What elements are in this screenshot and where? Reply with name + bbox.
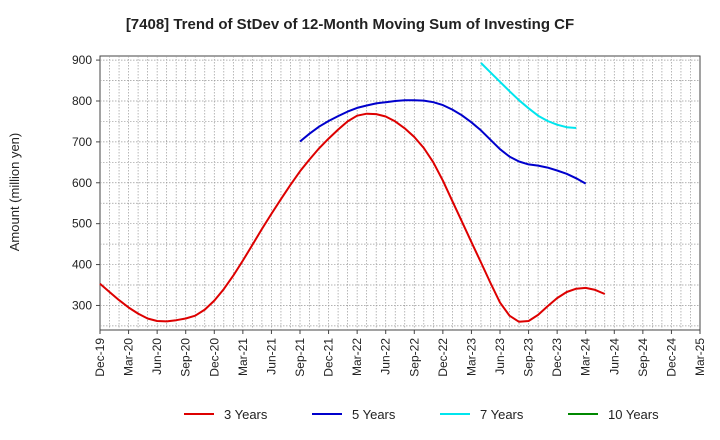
y-tick-label: 600 <box>72 176 92 190</box>
y-tick-label: 500 <box>72 217 92 231</box>
y-tick-label: 800 <box>72 94 92 108</box>
x-tick-label: Sep-24 <box>636 338 650 377</box>
y-tick-label: 900 <box>72 53 92 67</box>
y-axis: 300 400 500 600 700 800 900 <box>72 53 100 312</box>
x-tick-label: Dec-24 <box>664 338 678 377</box>
x-tick-label: Dec-21 <box>322 338 336 377</box>
y-tick-label: 300 <box>72 298 92 312</box>
series-line-1 <box>99 112 606 323</box>
x-axis: Dec-19 Mar-20 Jun-20 Sep-20 Dec-20 Mar-21 Jun-… <box>93 330 707 377</box>
legend-label: 7 Years <box>480 407 524 422</box>
legend-label: 5 Years <box>352 407 396 422</box>
x-tick-label: Sep-21 <box>293 338 307 377</box>
series-line-2 <box>299 99 587 185</box>
x-tick-label: Jun-22 <box>379 338 393 375</box>
y-tick-label: 400 <box>72 258 92 272</box>
x-tick-label: Mar-22 <box>350 338 364 376</box>
x-tick-label: Jun-23 <box>493 338 507 375</box>
x-tick-label: Mar-24 <box>579 338 593 376</box>
x-tick-label: Sep-23 <box>522 338 536 377</box>
x-tick-label: Sep-20 <box>179 338 193 377</box>
chart-title: [7408] Trend of StDev of 12-Month Moving… <box>126 16 574 33</box>
x-tick-label: Dec-23 <box>550 338 564 377</box>
x-tick-label: Jun-20 <box>150 338 164 375</box>
x-tick-label: Jun-24 <box>607 338 621 375</box>
x-tick-label: Dec-19 <box>93 338 107 377</box>
x-tick-label: Sep-22 <box>407 338 421 377</box>
legend-label: 10 Years <box>608 407 659 422</box>
x-tick-label: Mar-23 <box>464 338 478 376</box>
x-tick-label: Mar-25 <box>693 338 707 376</box>
x-tick-label: Dec-20 <box>207 338 221 377</box>
x-tick-label: Dec-22 <box>436 338 450 377</box>
legend: 3 Years 5 Years 7 Years 10 Years <box>184 407 659 422</box>
y-tick-label: 700 <box>72 135 92 149</box>
x-tick-label: Mar-21 <box>236 338 250 376</box>
x-tick-label: Mar-20 <box>122 338 136 376</box>
y-axis-label: Amount (million yen) <box>7 133 22 252</box>
series-lines <box>99 62 606 323</box>
plot-area <box>99 55 701 331</box>
legend-label: 3 Years <box>224 407 268 422</box>
x-tick-label: Jun-21 <box>264 338 278 375</box>
series-line-3 <box>480 62 577 129</box>
